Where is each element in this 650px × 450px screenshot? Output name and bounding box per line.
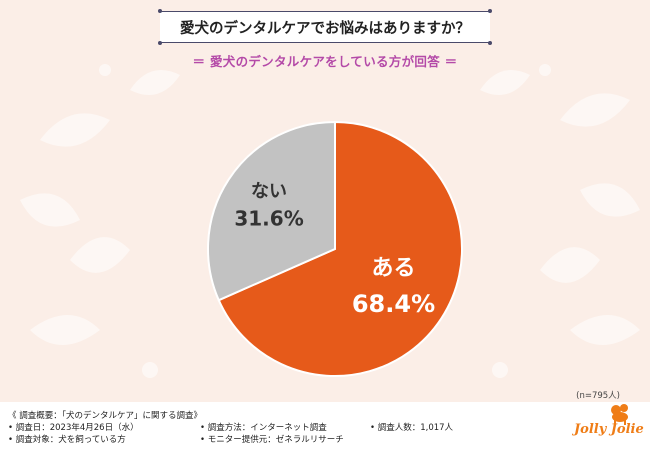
slice-category-label: ある bbox=[371, 256, 415, 281]
slice-value-label: 68.4% bbox=[352, 290, 435, 318]
slice-category-label: ない bbox=[251, 181, 287, 202]
survey-date: • 調査日：2023年4月26日（水） bbox=[8, 423, 139, 433]
title-corner-dot bbox=[158, 9, 162, 13]
slice-value-label: 31.6% bbox=[234, 206, 303, 230]
survey-footer: 《 調査概要：「犬のデンタルケア」に関する調査》 • 調査日：2023年4月26… bbox=[0, 402, 650, 450]
chart-title-text: 愛犬のデンタルケアでお悩みはありますか？ bbox=[180, 20, 470, 37]
dot-decoration bbox=[492, 362, 508, 378]
title-corner-dot bbox=[488, 9, 492, 13]
pie-slice-aru bbox=[217, 120, 463, 377]
leaf-decoration bbox=[130, 70, 180, 95]
leaf-decoration bbox=[580, 183, 640, 217]
leaf-decoration bbox=[570, 315, 640, 345]
leaf-decoration bbox=[40, 113, 110, 147]
dot-decoration bbox=[142, 362, 158, 378]
jolly-jolie-logo: Jolly Jolie bbox=[574, 400, 644, 446]
respondent-count: • 調査人数：1,017人 bbox=[370, 423, 454, 433]
leaf-decoration bbox=[30, 315, 100, 345]
leaf-decoration bbox=[560, 93, 630, 127]
leaf-decoration bbox=[540, 247, 600, 283]
chart-title: 愛犬のデンタルケアでお悩みはありますか？ bbox=[158, 9, 492, 45]
survey-overview: 《 調査概要：「犬のデンタルケア」に関する調査》 bbox=[8, 411, 202, 421]
leaf-decoration bbox=[20, 193, 80, 227]
dog-icon bbox=[611, 404, 628, 425]
survey-target: • 調査対象：犬を飼っている方 bbox=[8, 435, 126, 445]
logo-text: Jolly Jolie bbox=[574, 422, 644, 437]
leaf-decoration bbox=[480, 70, 530, 95]
chart-subtitle: ＝ 愛犬のデンタルケアをしている方が回答 ＝ bbox=[192, 54, 458, 69]
title-corner-dot bbox=[488, 41, 492, 45]
leaf-decoration bbox=[70, 237, 130, 273]
title-corner-dot bbox=[158, 41, 162, 45]
dot-decoration bbox=[539, 64, 551, 76]
sample-size: (n=795人) bbox=[576, 391, 620, 401]
monitor-provider: • モニター提供元：ゼネラルリサーチ bbox=[200, 435, 344, 445]
pie-slice-nai bbox=[207, 120, 336, 302]
dot-decoration bbox=[99, 64, 111, 76]
survey-method: • 調査方法：インターネット調査 bbox=[200, 423, 327, 433]
